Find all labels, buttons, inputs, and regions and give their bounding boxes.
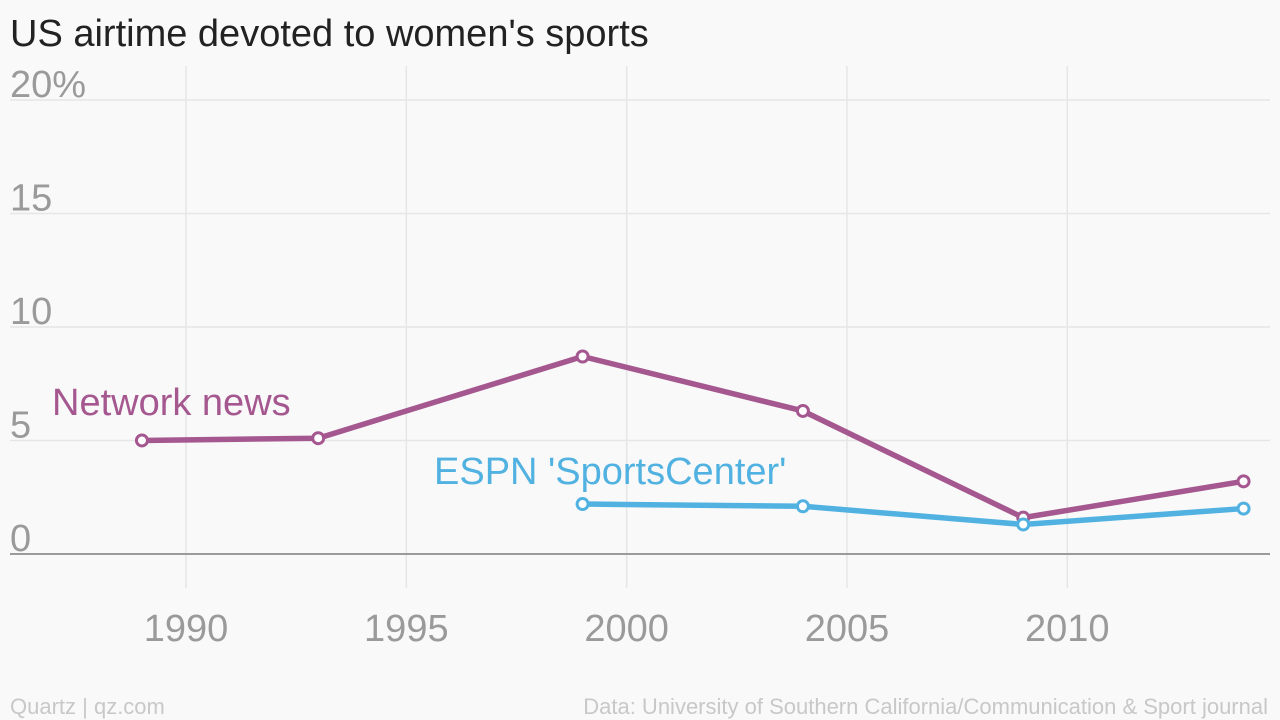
footer-source-left: Quartz | qz.com <box>10 694 165 719</box>
x-tick-label: 1995 <box>364 608 449 650</box>
series-label-0: Network news <box>52 382 291 424</box>
y-tick-label: 0 <box>10 518 31 560</box>
chart-title: US airtime devoted to women's sports <box>10 13 649 55</box>
series <box>134 349 1251 532</box>
data-point <box>575 349 590 364</box>
y-tick-label: 5 <box>10 404 31 446</box>
data-point <box>1016 517 1031 532</box>
data-point <box>134 433 149 448</box>
data-point <box>795 403 810 418</box>
data-point <box>1236 501 1251 516</box>
series-label-1: ESPN 'SportsCenter' <box>434 451 786 493</box>
axis-ticks: 1990 1995 2000 2005 2010 0 5 10 15 20% <box>10 64 1110 650</box>
y-tick-label: 15 <box>10 178 52 220</box>
x-tick-label: 1990 <box>144 608 229 650</box>
footer-source-right: Data: University of Southern California/… <box>583 694 1268 719</box>
series-line-1 <box>579 501 1247 528</box>
series-labels: Network news ESPN 'SportsCenter' <box>52 382 786 493</box>
series-line-0 <box>139 353 1247 521</box>
x-tick-label: 2000 <box>584 608 669 650</box>
x-tick-label: 2010 <box>1025 608 1110 650</box>
data-point <box>311 431 326 446</box>
y-tick-label: 20% <box>10 64 86 106</box>
x-tick-label: 2005 <box>805 608 890 650</box>
y-tick-label: 10 <box>10 291 52 333</box>
data-point <box>1236 474 1251 489</box>
data-point <box>575 497 590 512</box>
data-point <box>795 499 810 514</box>
